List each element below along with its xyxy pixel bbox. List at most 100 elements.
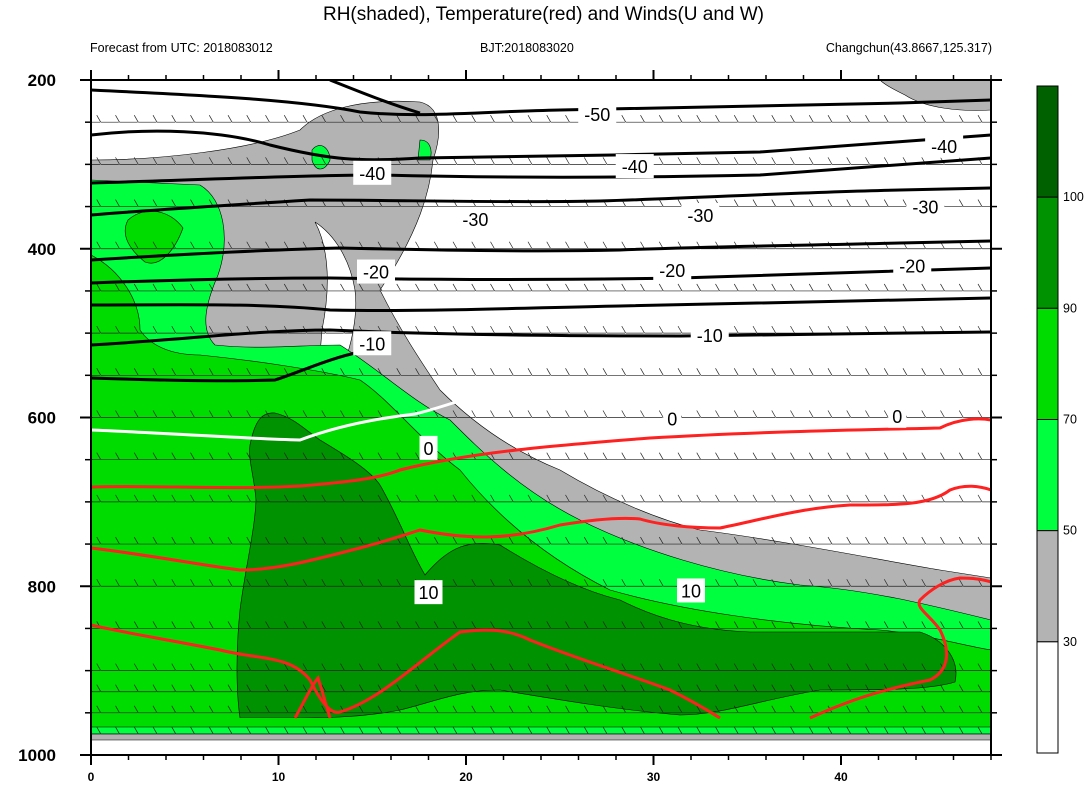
wind-barb (283, 241, 289, 249)
wind-barb (602, 684, 608, 692)
wind-barb (358, 494, 364, 503)
wind-barb (602, 368, 608, 376)
wind-barb (321, 621, 327, 629)
wind-barb (865, 115, 870, 123)
wind-barb (396, 283, 402, 292)
wind-barb (208, 579, 214, 587)
wind-barb (790, 199, 795, 207)
wind-barb (471, 283, 477, 292)
wind-barb (752, 705, 758, 713)
wind-barb (640, 115, 645, 123)
wind-barb (283, 621, 289, 629)
wind-barb (790, 494, 795, 503)
wind-barb (433, 410, 439, 418)
isotherm-10 (91, 484, 991, 572)
wind-barb (883, 621, 889, 629)
wind-barb (602, 283, 608, 292)
wind-barb (246, 621, 252, 629)
wind-barb (583, 494, 589, 503)
wind-barb (265, 157, 270, 165)
wind-barb (658, 410, 664, 418)
wind-barb (865, 283, 870, 292)
wind-barb (358, 579, 364, 587)
temperature-label: -50 (584, 105, 610, 125)
wind-barb (640, 368, 645, 376)
y-tick-label: 400 (28, 240, 56, 259)
wind-barb (527, 726, 533, 735)
wind-barb (115, 663, 120, 671)
wind-barb (546, 579, 552, 587)
temperature-label-box (653, 257, 692, 282)
wind-barb (527, 283, 533, 292)
wind-barb (696, 157, 702, 165)
wind-barb (565, 494, 570, 503)
wind-barb (508, 726, 514, 735)
wind-barb (265, 621, 270, 629)
temperature-label: -10 (359, 334, 385, 354)
temperature-label: 10 (681, 581, 701, 601)
wind-barb (602, 621, 608, 629)
wind-barb (546, 684, 552, 692)
colorbar-label: 90 (1063, 301, 1077, 315)
wind-barb (433, 283, 439, 292)
wind-barb (621, 684, 627, 692)
wind-barb (565, 368, 570, 376)
wind-barb (771, 410, 777, 418)
wind-barb (208, 705, 214, 713)
wind-barb (302, 283, 308, 292)
wind-barb (565, 325, 570, 334)
wind-barb (527, 115, 533, 123)
wind-barb (433, 368, 439, 376)
wind-barb (565, 705, 570, 713)
wind-barb (958, 726, 964, 735)
colorbar-label: 70 (1063, 413, 1077, 427)
wind-barb (321, 115, 327, 123)
wind-barb (940, 115, 945, 123)
wind-barb (808, 452, 814, 460)
wind-barb (696, 663, 702, 671)
wind-barb (921, 663, 927, 671)
wind-barb (452, 325, 458, 334)
wind-barb (508, 157, 514, 165)
wind-barb (302, 684, 308, 692)
wind-barb (471, 115, 477, 123)
temperature-label: 0 (892, 407, 902, 427)
wind-barb (902, 579, 908, 587)
temperature-contours (91, 80, 991, 720)
wind-barb (752, 684, 758, 692)
wind-barb (790, 684, 795, 692)
wind-barb (771, 705, 777, 713)
wind-barb (508, 283, 514, 292)
wind-barb (640, 705, 645, 713)
wind-barb (96, 283, 102, 292)
wind-barb (696, 115, 702, 123)
wind-barb (921, 536, 927, 545)
wind-barb (208, 368, 214, 376)
wind-barb (546, 325, 552, 334)
wind-barb (96, 157, 102, 165)
wind-barb (883, 157, 889, 165)
wind-barb (865, 663, 870, 671)
wind-barb (490, 705, 495, 713)
wind-barb (583, 157, 589, 165)
wind-barb (602, 157, 608, 165)
wind-barb (508, 452, 514, 460)
wind-barb (658, 115, 664, 123)
isotherm--40 (91, 129, 991, 162)
wind-barb (208, 115, 214, 123)
wind-barb (433, 726, 439, 735)
wind-barb (846, 368, 852, 376)
wind-barb (527, 368, 533, 376)
wind-barb (677, 621, 683, 629)
wind-barb (546, 157, 552, 165)
wind-barb (696, 726, 702, 735)
wind-barb (396, 705, 402, 713)
wind-barb (715, 115, 720, 123)
wind-barb (340, 452, 345, 460)
wind-barb (565, 410, 570, 418)
wind-barb (246, 494, 252, 503)
wind-barb (133, 452, 139, 460)
wind-barb (415, 705, 420, 713)
wind-barb (883, 115, 889, 123)
wind-barb (752, 325, 758, 334)
